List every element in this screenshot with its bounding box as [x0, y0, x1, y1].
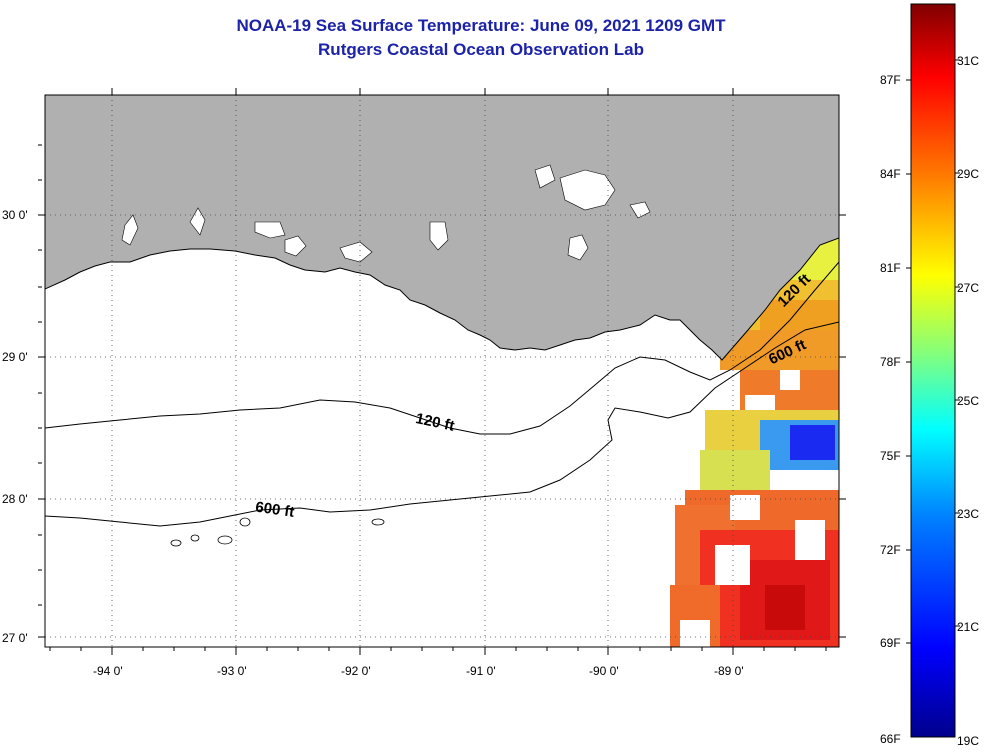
- colorbar-f-label-66: 66F: [880, 732, 901, 746]
- lon-label-93: -93 0': [217, 664, 247, 678]
- colorbar-f-label-78: 78F: [880, 355, 901, 369]
- lon-label-89: -89 0': [714, 664, 744, 678]
- lat-label-28: 28 0': [2, 492, 28, 506]
- lon-label-92: -92 0': [341, 664, 371, 678]
- isobath-600ft: [45, 321, 839, 527]
- colorbar-f-label-81: 81F: [880, 261, 901, 275]
- colorbar-c-label-23: 23C: [957, 507, 980, 521]
- colorbar-c-label-29: 29C: [957, 167, 980, 181]
- colorbar-ticks: [906, 59, 960, 644]
- graticule: [45, 95, 839, 647]
- contour-label-600ft-west: 600 ft: [254, 499, 295, 521]
- colorbar-c-label-31: 31C: [957, 54, 980, 68]
- colorbar-c-label-21: 21C: [957, 620, 980, 634]
- colorbar: [910, 3, 956, 738]
- inland-lakes: [121, 164, 651, 263]
- map-frame: [44, 94, 840, 648]
- lat-label-30: 30 0': [2, 208, 28, 222]
- colorbar-f-label-72: 72F: [880, 543, 901, 557]
- isobath-120ft: [45, 261, 839, 435]
- colorbar-f-label-84: 84F: [880, 167, 901, 181]
- frame-ticks: [38, 88, 846, 655]
- map-title: NOAA-19 Sea Surface Temperature: June 09…: [236, 16, 726, 35]
- lon-label-94: -94 0': [93, 664, 123, 678]
- lat-label-29: 29 0': [2, 350, 28, 364]
- colorbar-f-label-87: 87F: [880, 73, 901, 87]
- colorbar-c-label-19: 19C: [957, 734, 980, 748]
- lon-label-90: -90 0': [589, 664, 619, 678]
- colorbar-f-label-75: 75F: [880, 449, 901, 463]
- colorbar-f-label-69: 69F: [880, 636, 901, 650]
- map-subtitle: Rutgers Coastal Ocean Observation Lab: [318, 40, 644, 59]
- lon-label-91: -91 0': [466, 664, 496, 678]
- seamount-contours: [170, 517, 385, 547]
- lat-label-27: 27 0': [2, 631, 28, 645]
- colorbar-c-label-27: 27C: [957, 281, 980, 295]
- colorbar-c-label-25: 25C: [957, 394, 980, 408]
